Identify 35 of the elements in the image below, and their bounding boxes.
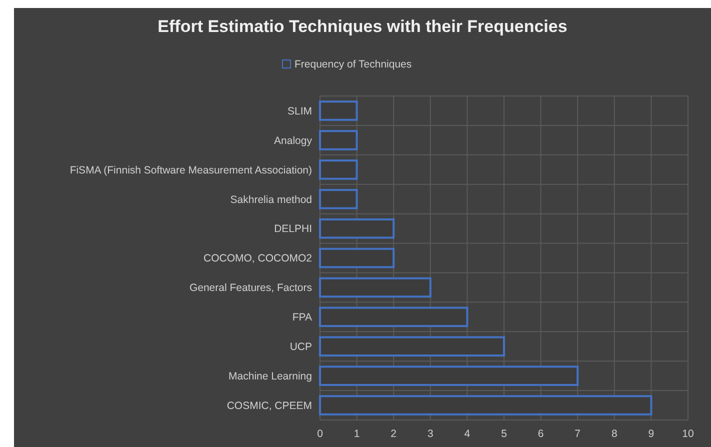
y-tick-label: UCP — [290, 341, 312, 354]
x-tick-label: 8 — [611, 428, 618, 440]
x-tick-label: 5 — [501, 428, 508, 440]
x-tick-label: 1 — [354, 428, 360, 440]
x-tick-label: 3 — [427, 428, 434, 440]
bar — [319, 100, 358, 121]
x-tick-label: 6 — [538, 428, 544, 440]
x-tick-label: 9 — [648, 428, 654, 440]
legend-label: Frequency of Techniques — [294, 58, 412, 71]
bar — [319, 366, 579, 386]
y-tick-label: COSMIC, CPEEM — [226, 400, 312, 412]
y-tick-label: General Features, Factors — [189, 282, 312, 294]
bar — [319, 188, 358, 210]
x-tick-label: 10 — [682, 428, 694, 440]
y-tick-label: FPA — [292, 312, 312, 324]
y-tick-label: Machine Learning — [228, 370, 312, 382]
bar — [319, 130, 358, 150]
chart-title: Effort Estimatio Techniques with their Frequencies — [158, 17, 568, 36]
x-tick-label: 7 — [574, 428, 581, 440]
y-tick-label: FiSMA (Finnish Software Measurement Association) — [70, 164, 312, 176]
x-tick-label: 4 — [464, 428, 470, 440]
bar — [319, 277, 432, 298]
y-tick-label: SLIM — [287, 105, 312, 118]
y-tick-label: Analogy — [274, 134, 313, 147]
bar — [319, 395, 652, 416]
bar — [319, 218, 395, 239]
bar — [319, 160, 358, 180]
bar — [319, 306, 468, 328]
x-tick-label: 2 — [390, 428, 397, 440]
bar — [319, 336, 505, 356]
y-tick-label: COCOMO, COCOMO2 — [203, 252, 312, 265]
x-tick-label: 0 — [317, 428, 324, 440]
bar — [319, 248, 395, 268]
y-tick-label: DELPHI — [274, 223, 312, 236]
y-tick-label: Sakhrelia method — [230, 194, 312, 206]
